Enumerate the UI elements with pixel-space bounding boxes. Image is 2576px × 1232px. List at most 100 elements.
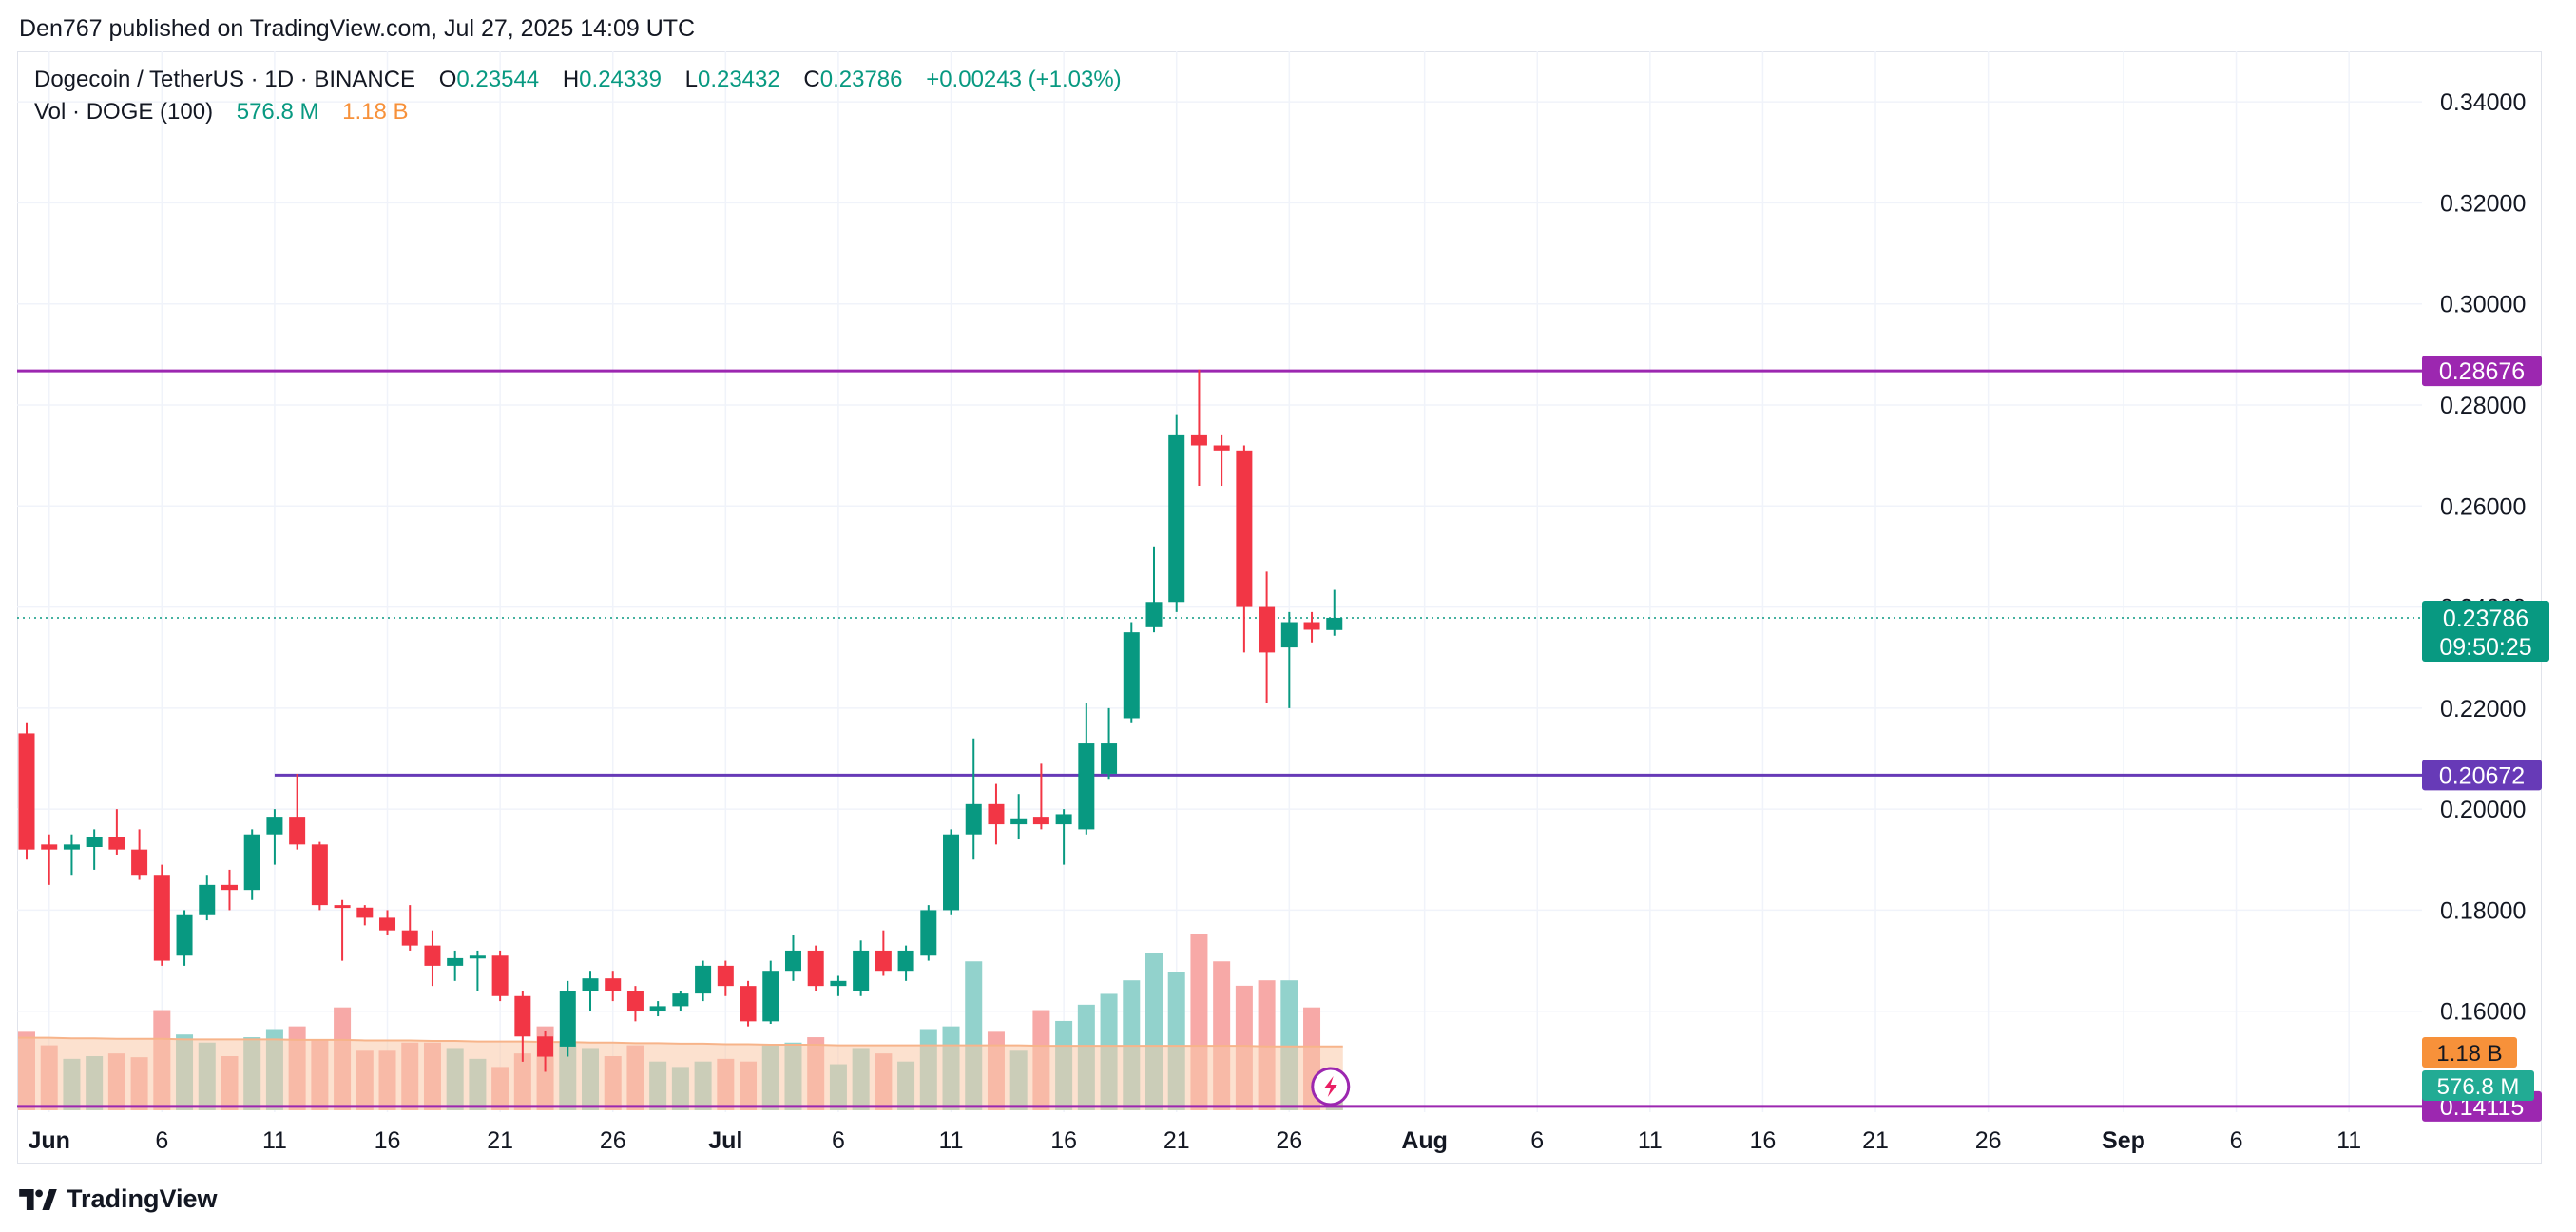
candle-body bbox=[221, 884, 238, 891]
price-tick-label: 0.18000 bbox=[2440, 897, 2526, 924]
price-tick-label: 0.20000 bbox=[2440, 797, 2526, 823]
legend-volume-label: Vol · DOGE (100) bbox=[34, 99, 214, 125]
legend-high-label: H bbox=[562, 67, 580, 92]
grid bbox=[17, 51, 2422, 1112]
time-tick-label: Sep bbox=[2102, 1127, 2145, 1154]
legend-low-label: L bbox=[684, 67, 698, 92]
legend-open-label: O bbox=[438, 67, 457, 92]
candle-body bbox=[605, 978, 622, 991]
time-axis[interactable]: Jun 6 11 16 21 26 Jul 6 11 16 21 26 Aug 6 11 16 21 26 Sep 6… bbox=[28, 1127, 2361, 1154]
last-price-tag: 0.23786 bbox=[2443, 606, 2528, 632]
candle-body bbox=[514, 995, 531, 1037]
candle-body bbox=[1213, 445, 1230, 451]
legend-volume-value: 576.8 M bbox=[236, 99, 319, 125]
level-tag: 0.20672 bbox=[2439, 762, 2525, 789]
time-tick-label: Aug bbox=[1401, 1127, 1448, 1154]
tradingview-brand[interactable]: TradingView bbox=[19, 1184, 218, 1214]
horizontal-levels bbox=[17, 369, 2422, 1108]
candle-body bbox=[447, 957, 464, 966]
legend-ohlc: Dogecoin / TetherUS · 1D · BINANCE O0.23… bbox=[34, 67, 1122, 93]
candle-body bbox=[1032, 817, 1049, 825]
candle-body bbox=[311, 844, 328, 906]
price-tick-label: 0.22000 bbox=[2440, 696, 2526, 722]
candle-body bbox=[1190, 434, 1207, 446]
price-tags: 0.286760.206720.141150.2378609:50:251.18… bbox=[1311, 356, 2549, 1122]
candle-body bbox=[334, 905, 351, 909]
time-tick-label: 21 bbox=[1163, 1127, 1190, 1154]
time-tick-label: 16 bbox=[1750, 1127, 1777, 1154]
legend-close-label: C bbox=[803, 67, 820, 92]
countdown-tag: 09:50:25 bbox=[2439, 634, 2531, 661]
legend-volume-ma: 1.18 B bbox=[342, 99, 409, 125]
candle-body bbox=[1303, 622, 1320, 630]
price-tick-label: 0.28000 bbox=[2440, 393, 2526, 419]
time-tick-label: Jun bbox=[28, 1127, 69, 1154]
candle-body bbox=[537, 1036, 554, 1057]
price-tick-label: 0.32000 bbox=[2440, 190, 2526, 217]
vol-last-tag: 576.8 M bbox=[2437, 1074, 2520, 1100]
time-tick-label: 26 bbox=[1276, 1127, 1302, 1154]
level-tag: 0.28676 bbox=[2439, 358, 2525, 385]
candle-body bbox=[740, 986, 757, 1022]
legend-volume: Vol · DOGE (100) 576.8 M 1.18 B bbox=[34, 99, 409, 125]
time-tick-label: 11 bbox=[262, 1127, 287, 1154]
time-tick-label: 11 bbox=[1638, 1127, 1663, 1154]
volume-ma-area bbox=[18, 1037, 1343, 1110]
candle-body bbox=[41, 844, 58, 850]
time-tick-label: 21 bbox=[487, 1127, 513, 1154]
candle-body bbox=[875, 950, 892, 972]
candle-body bbox=[86, 837, 103, 847]
candle-body bbox=[243, 834, 260, 891]
vol-ma-tag-bg bbox=[2422, 1037, 2517, 1068]
candle-body bbox=[1259, 606, 1276, 653]
candle-body bbox=[897, 950, 914, 972]
candle-body bbox=[1145, 602, 1163, 627]
candle-body bbox=[830, 980, 847, 987]
candle-body bbox=[920, 910, 937, 956]
price-tick-label: 0.16000 bbox=[2440, 999, 2526, 1026]
candle-body bbox=[695, 965, 712, 994]
candle-body bbox=[176, 914, 193, 956]
last-price-tag-bg bbox=[2422, 600, 2549, 662]
candle-body bbox=[266, 817, 283, 835]
volume-ma-line bbox=[18, 1036, 1343, 1048]
candle-body bbox=[626, 991, 644, 1011]
price-axis[interactable]: 0.340000.320000.300000.280000.260000.240… bbox=[2440, 89, 2526, 1026]
candle-body bbox=[1055, 814, 1072, 825]
legend-close: 0.23786 bbox=[819, 67, 903, 92]
candle-body bbox=[153, 875, 170, 961]
candle-body bbox=[356, 907, 374, 918]
candle-body bbox=[289, 817, 306, 845]
candle-body bbox=[853, 950, 870, 991]
candle-body bbox=[1123, 632, 1140, 719]
time-tick-label: 21 bbox=[1862, 1127, 1889, 1154]
candle-body bbox=[1236, 450, 1253, 607]
candle-body bbox=[559, 991, 576, 1047]
candle-body bbox=[108, 837, 125, 850]
time-tick-label: 6 bbox=[832, 1127, 845, 1154]
legend-low: 0.23432 bbox=[697, 67, 780, 92]
time-tick-label: 6 bbox=[2230, 1127, 2243, 1154]
candle-body bbox=[582, 978, 599, 991]
legend-change: +0.00243 (+1.03%) bbox=[926, 67, 1122, 92]
candle-body bbox=[649, 1006, 666, 1011]
legend-open: 0.23544 bbox=[456, 67, 540, 92]
time-tick-label: 11 bbox=[2336, 1127, 2361, 1154]
candle-body bbox=[424, 945, 441, 966]
candle-body bbox=[199, 884, 216, 915]
candle-body bbox=[469, 955, 486, 959]
candle-body bbox=[762, 971, 779, 1022]
price-tick-label: 0.30000 bbox=[2440, 292, 2526, 318]
candle-body bbox=[1101, 743, 1118, 774]
time-tick-label: 11 bbox=[939, 1127, 964, 1154]
level-tag-bg bbox=[2422, 356, 2542, 387]
vol-ma-tag: 1.18 B bbox=[2436, 1041, 2502, 1067]
candle-body bbox=[63, 844, 80, 850]
candle-body bbox=[807, 950, 824, 987]
time-tick-label: 26 bbox=[1975, 1127, 2002, 1154]
brand-name: TradingView bbox=[67, 1184, 218, 1213]
candle-body bbox=[131, 849, 148, 876]
candle-body bbox=[784, 950, 801, 972]
candle-body bbox=[1326, 617, 1343, 630]
